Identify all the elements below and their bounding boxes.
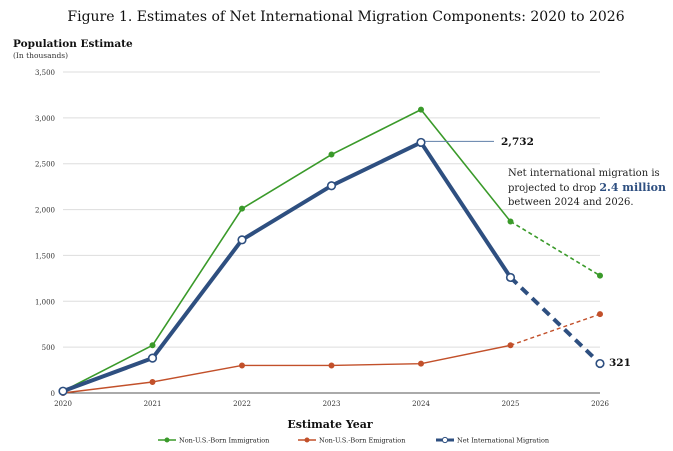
- net-migration-projection-line: [509, 275, 602, 366]
- immigration-point: [149, 342, 156, 349]
- x-tick-label: 2021: [144, 400, 162, 408]
- net-migration-point: [416, 137, 426, 148]
- y-tick-label: 1,000: [35, 298, 55, 306]
- x-tick-label: 2024: [412, 400, 430, 408]
- end-value-label: 321: [609, 357, 631, 369]
- immigration-point: [507, 218, 514, 225]
- emigration-point: [417, 360, 424, 367]
- y-axis-title: Population Estimate: [13, 38, 133, 50]
- net-migration-point: [237, 235, 247, 245]
- x-tick-label: 2026: [591, 400, 609, 408]
- x-tick-label: 2022: [233, 400, 251, 408]
- series-lines: [62, 108, 602, 394]
- immigration-point: [238, 205, 245, 212]
- x-axis-title: Estimate Year: [287, 418, 373, 431]
- y-axis-subtitle: (In thousands): [13, 51, 68, 60]
- legend-label: Non-U.S.-Born Emigration: [319, 437, 405, 445]
- emigration-point: [149, 378, 156, 385]
- y-tick-label: 3,500: [35, 69, 55, 77]
- grid-lines: [63, 71, 600, 394]
- emigration-point: [507, 342, 514, 349]
- immigration-line: [62, 108, 512, 392]
- x-tick-label: 2023: [323, 400, 341, 408]
- legend-swatch-marker: [164, 437, 170, 443]
- emigration-projection-line: [510, 313, 601, 346]
- net-migration-point: [326, 181, 337, 191]
- immigration-point: [417, 106, 424, 113]
- net-migration-point: [505, 272, 516, 283]
- legend-swatch-marker: [441, 436, 449, 444]
- legend-swatch-marker: [304, 437, 310, 443]
- series-markers: [58, 106, 605, 396]
- chart-title: Figure 1. Estimates of Net International…: [67, 9, 624, 25]
- legend: Non-U.S.-Born Immigration Non-U.S.-Born E…: [158, 437, 549, 445]
- annotation-note-line1: Net international migration is: [508, 168, 660, 179]
- y-tick-labels: 0 500 1,000 1,500 2,000 2,500 3,000 3,500: [35, 69, 55, 398]
- peak-value-label: 2,732: [501, 136, 534, 148]
- emigration-point: [328, 362, 335, 369]
- y-tick-label: 3,000: [35, 115, 55, 123]
- legend-label: Non-U.S.-Born Immigration: [179, 437, 269, 445]
- emigration-point: [597, 311, 604, 318]
- net-migration-point: [58, 386, 68, 396]
- annotation-note-line2: projected to drop 2.4 million: [508, 181, 666, 194]
- y-tick-label: 500: [42, 344, 55, 352]
- net-migration-point: [595, 358, 605, 369]
- y-tick-label: 2,000: [35, 207, 55, 215]
- x-tick-label: 2020: [54, 400, 72, 408]
- annotation-note-highlight: 2.4 million: [599, 181, 666, 194]
- y-tick-label: 2,500: [35, 161, 55, 169]
- x-tick-label: 2025: [502, 400, 520, 408]
- emigration-line: [62, 344, 511, 394]
- immigration-point: [328, 151, 335, 158]
- immigration-point: [597, 272, 604, 279]
- y-tick-label: 1,500: [35, 252, 55, 260]
- emigration-point: [238, 362, 245, 369]
- y-tick-label: 0: [51, 390, 55, 398]
- net-migration-point: [147, 353, 158, 363]
- legend-label: Net International Migration: [457, 437, 549, 445]
- x-tick-labels: 2020 2021 2022 2023 2024 2025 2026: [54, 400, 609, 408]
- immigration-projection-line: [510, 220, 601, 277]
- annotation-note: Net international migration is projected…: [508, 168, 669, 208]
- net-migration-line: [62, 140, 513, 394]
- annotation-note-line3: between 2024 and 2026.: [508, 197, 634, 208]
